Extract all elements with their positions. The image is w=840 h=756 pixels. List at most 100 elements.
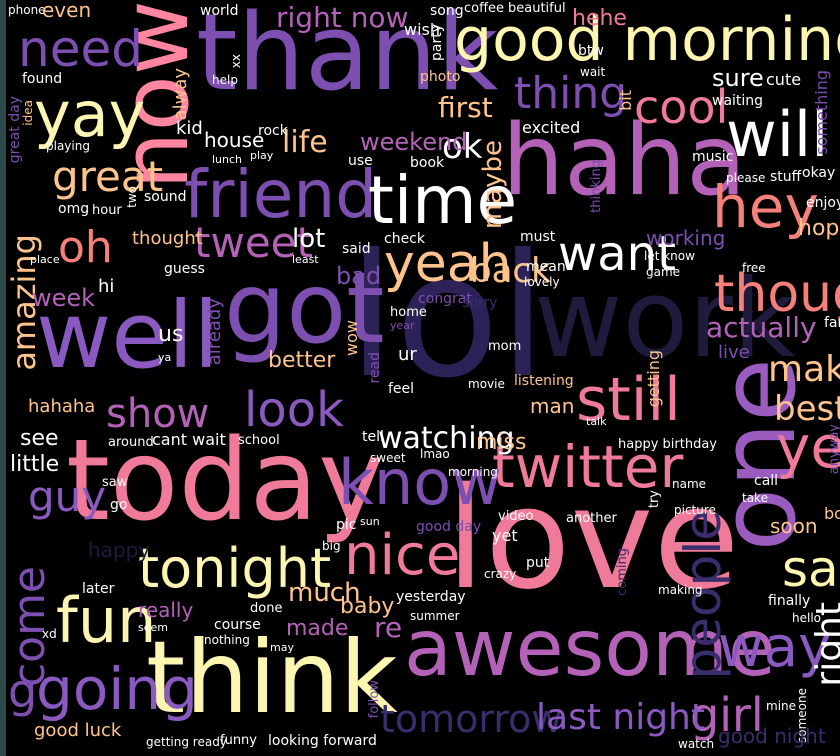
word-around: around <box>108 435 154 450</box>
word-sun: sun <box>360 515 380 528</box>
word-course: course <box>214 617 261 633</box>
word-book: book <box>410 155 445 171</box>
word-pic: pic <box>336 517 357 533</box>
word-xd: xd <box>42 627 57 641</box>
word-sound: sound <box>144 189 187 205</box>
word-great-day: great day <box>7 96 23 164</box>
word-sorry: sorry <box>462 295 498 311</box>
word-something: something <box>812 70 831 155</box>
word-look: look <box>244 382 344 438</box>
word-mine: mine <box>766 699 797 713</box>
word-making: making <box>658 583 703 597</box>
word-weekend: weekend <box>360 128 468 156</box>
word-good-luck: good luck <box>34 720 122 741</box>
word-looking-forward: looking forward <box>268 733 377 749</box>
word-working: working <box>646 226 726 250</box>
word-world: world <box>200 3 239 19</box>
word-use: use <box>348 153 373 169</box>
word-lovely: lovely <box>524 275 560 289</box>
word-see: see <box>20 426 59 451</box>
word-photo: photo <box>420 69 461 85</box>
word-happy-birthday: happy birthday <box>618 437 717 452</box>
word-sweet: sweet <box>370 451 406 465</box>
word-nothing: nothing <box>204 633 250 647</box>
word-try: try <box>647 490 662 509</box>
word-little: little <box>10 452 60 477</box>
word-another: another <box>566 511 617 526</box>
word-today: today <box>66 416 385 546</box>
word-morning: morning <box>448 465 498 479</box>
word-even: even <box>42 0 92 22</box>
word-help: help <box>212 73 238 87</box>
word-fun: fun <box>56 584 157 657</box>
word-beautiful: beautiful <box>508 1 566 16</box>
word-yay: yay <box>34 78 146 151</box>
word-sure: sure <box>712 64 764 92</box>
word-okay: okay <box>802 165 836 181</box>
word-crazy: crazy <box>484 567 517 581</box>
word-picture: picture <box>674 503 716 517</box>
word-actually: actually <box>706 311 817 344</box>
word-haha: haha <box>502 104 747 218</box>
word-home: home <box>390 305 427 320</box>
word-check: check <box>384 231 425 247</box>
word-live: live <box>718 342 750 363</box>
word-way: way <box>718 615 832 680</box>
word-getting: getting <box>644 350 663 408</box>
word-first: first <box>438 91 493 124</box>
word-finally: finally <box>768 593 811 609</box>
word-wow: wow <box>342 320 361 356</box>
word-ya: ya <box>158 351 172 364</box>
word-free: free <box>742 261 766 275</box>
word-work: work <box>534 257 796 382</box>
word-yet: yet <box>492 526 518 545</box>
word-omg: omg <box>58 201 90 217</box>
word-life: life <box>282 125 328 160</box>
word-read: read <box>367 352 383 384</box>
word-put: put <box>526 555 550 571</box>
word-good-night: good night <box>718 724 826 748</box>
word-girl: girl <box>690 688 764 742</box>
word-later: later <box>82 581 115 597</box>
word-funny: funny <box>220 733 257 748</box>
word-think: think <box>146 619 398 736</box>
word-call: call <box>754 473 779 489</box>
word-year: year <box>390 319 415 332</box>
word-show: show <box>106 391 210 437</box>
word-place: place <box>30 253 60 266</box>
word-watch: watch <box>678 737 715 751</box>
word-good-day: good day <box>416 519 482 535</box>
word-hehe: hehe <box>572 6 627 31</box>
word-still: still <box>576 365 681 435</box>
word-big: big <box>322 539 341 553</box>
word-music: music <box>692 149 734 165</box>
word-house: house <box>204 128 265 152</box>
word-hello: hello <box>792 611 821 625</box>
word-least: least <box>292 253 319 266</box>
word-hour: hour <box>92 203 122 218</box>
word-cant-wait: cant wait <box>152 430 226 449</box>
word-boy: boy <box>824 504 840 523</box>
word-watching: watching <box>378 421 515 456</box>
word-thing: thing <box>514 68 628 119</box>
word-please: please <box>726 171 766 185</box>
word-guess: guess <box>164 261 205 277</box>
word-right-now: right now <box>276 1 409 34</box>
word-thought: thought <box>132 228 203 249</box>
word-want: want <box>558 226 676 282</box>
word-mean: mean <box>526 259 566 275</box>
word-thank: thank <box>196 0 499 114</box>
word-fan: fan <box>824 315 840 331</box>
word-let-know: let know <box>644 249 695 263</box>
word-thinking: thinking <box>589 160 604 213</box>
word-coffee: coffee <box>464 1 505 16</box>
word-alway: alway <box>170 68 191 121</box>
word-school: school <box>238 433 280 448</box>
word-hahaha: hahaha <box>28 396 96 417</box>
word-hey: hey <box>712 173 819 241</box>
word-happy: happy <box>88 538 151 562</box>
word-say: say <box>782 540 840 598</box>
word-twitter: twitter <box>492 433 684 501</box>
word-summer: summer <box>410 609 460 623</box>
word-rock: rock <box>258 123 288 139</box>
